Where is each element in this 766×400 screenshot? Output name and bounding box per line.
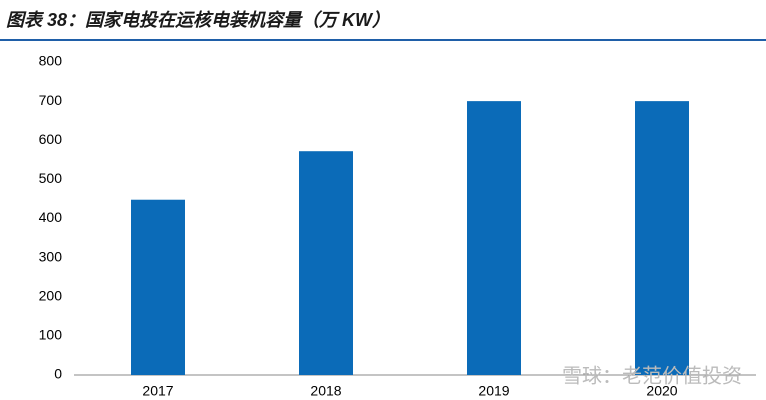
bar xyxy=(635,101,689,375)
y-tick-label: 800 xyxy=(39,53,63,69)
y-tick-label: 600 xyxy=(39,131,63,147)
x-tick-label: 2019 xyxy=(478,383,509,399)
y-tick-label: 700 xyxy=(39,92,63,108)
y-tick-label: 100 xyxy=(39,327,63,343)
y-tick-label: 400 xyxy=(39,209,63,225)
x-tick-label: 2017 xyxy=(142,383,173,399)
bar xyxy=(299,151,353,375)
y-tick-label: 500 xyxy=(39,170,63,186)
bar xyxy=(467,101,521,375)
watermark: 雪球：老范价值投资 xyxy=(562,364,742,387)
bar xyxy=(131,199,185,375)
y-tick-label: 300 xyxy=(39,248,63,264)
y-tick-label: 200 xyxy=(39,287,63,303)
x-tick-label: 2020 xyxy=(646,383,677,399)
chart-title: 图表 38：国家电投在运核电装机容量（万 KW） xyxy=(6,10,390,30)
x-tick-label: 2018 xyxy=(310,383,341,399)
y-tick-label: 0 xyxy=(54,366,62,382)
